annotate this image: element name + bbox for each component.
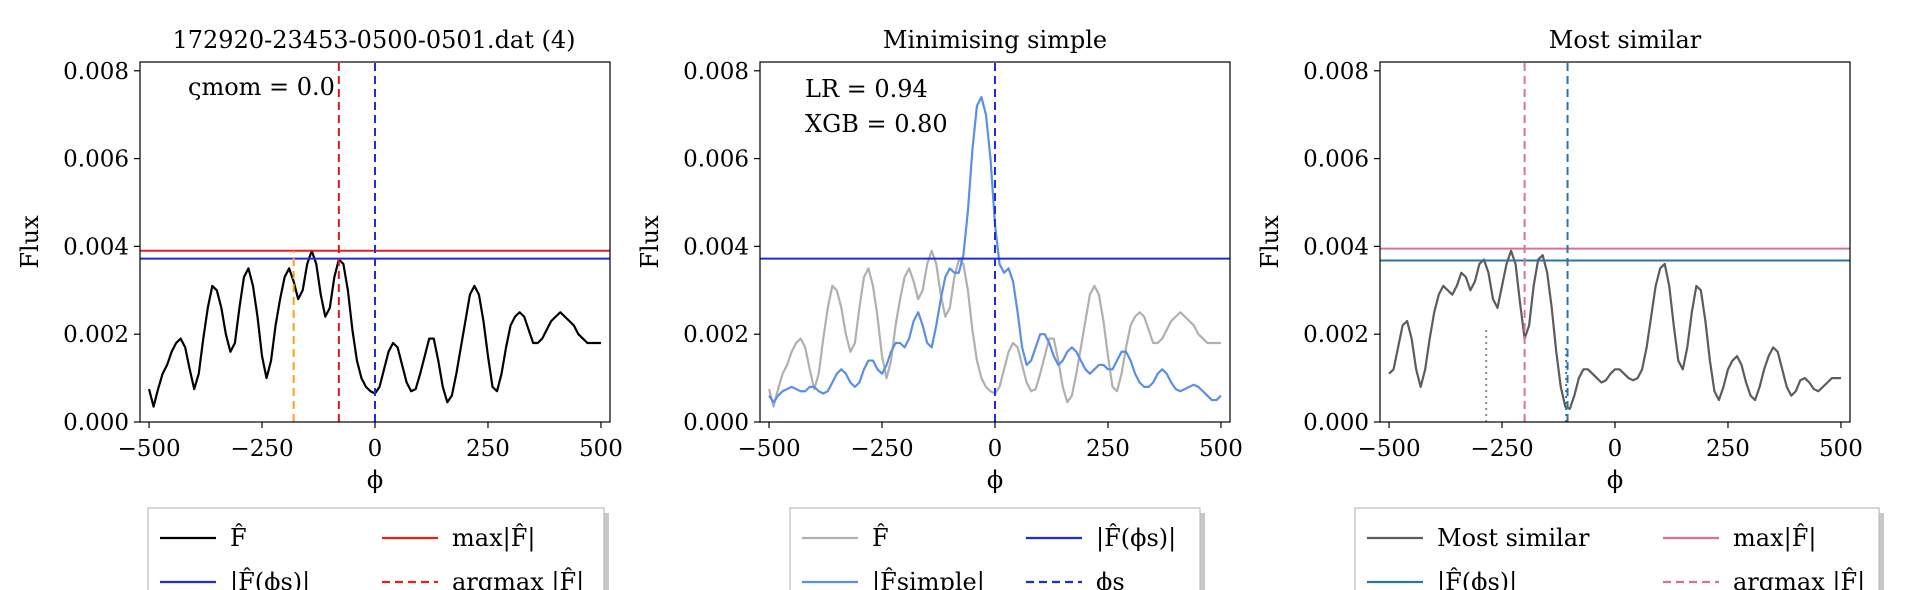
panel-2-legend-label-1: F̂: [872, 524, 889, 552]
panel-2-xtick-label-5: 500: [1199, 436, 1243, 462]
panel-2-ytick-label-1: 0.000: [683, 410, 749, 436]
panel-1-ytick-label-2: 0.002: [63, 322, 129, 348]
panel-2-ytick-label-5: 0.008: [683, 59, 749, 85]
panel-3-xlabel: ϕ: [1607, 466, 1623, 494]
panel-1-plot-area: [140, 62, 610, 422]
panel-3-plot-area: [1380, 62, 1850, 422]
panel-3-xtick-label-5: 500: [1819, 436, 1863, 462]
panel-3-series-1-line: [1388, 249, 1841, 410]
panel-1-legend-frame: [147, 507, 605, 590]
panel-3-legend-label-3: |F̂(ϕs)|: [1437, 568, 1517, 590]
panel-1-legend-label-2: max|F̂|: [452, 524, 535, 553]
panel-3-ytick-label-4: 0.006: [1303, 147, 1369, 173]
panel-3-xtick-label-3: 0: [1608, 436, 1623, 462]
panel-1-xtick-label-4: 250: [466, 436, 510, 462]
panel-2-annotation-lr: LR = 0.94: [805, 75, 928, 103]
panel-1-ytick-label-4: 0.006: [63, 147, 129, 173]
panel-2-xtick-label-1: −500: [737, 436, 800, 462]
panel-3-legend-label-1: Most similar: [1437, 524, 1590, 552]
panel-3-xtick-label-4: 250: [1706, 436, 1750, 462]
panel-1-ytick-label-5: 0.008: [63, 59, 129, 85]
panel-1: 172920-23453-0500-0501.dat (4) ςmom = 0.…: [16, 26, 623, 590]
panel-2-legend-label-4: ϕs: [1096, 568, 1125, 590]
panel-3-legend: Most similar max|F̂| |F̂(ϕs)| argmax |F̂|: [1354, 507, 1884, 590]
panel-3-ytick-label-1: 0.000: [1303, 410, 1369, 436]
panel-3-title: Most similar: [1549, 26, 1702, 54]
panel-3-legend-label-4: argmax |F̂|: [1733, 568, 1865, 590]
panel-1-legend: F̂ max|F̂| |F̂(ϕs)| argmax |F̂|: [147, 507, 609, 590]
panel-2-annotation-xgb: XGB = 0.80: [805, 110, 948, 138]
panel-3-ytick-label-5: 0.008: [1303, 59, 1369, 85]
panel-1-xtick-label-5: 500: [579, 436, 623, 462]
panel-3-legend-label-2: max|F̂|: [1733, 524, 1816, 553]
panel-3: Most similar −500 −250 0 250 500 0.000 0.002 0.…: [1256, 26, 1884, 590]
panel-2-legend-label-3: |F̂simple|: [872, 568, 985, 590]
panel-1-ytick-label-1: 0.000: [63, 410, 129, 436]
panel-2-plot-area: [760, 62, 1230, 422]
panel-2-ytick-label-2: 0.002: [683, 322, 749, 348]
panel-1-xtick-label-2: −250: [230, 436, 293, 462]
panel-1-xtick-label-3: 0: [368, 436, 383, 462]
panel-1-xlabel: ϕ: [367, 466, 383, 494]
panel-3-ytick-label-2: 0.002: [1303, 322, 1369, 348]
panel-2: Minimising simple LR = 0.94 XGB = 0.80 −…: [636, 26, 1243, 590]
panel-3-ylabel: Flux: [1256, 215, 1284, 269]
panel-2-xtick-label-3: 0: [988, 436, 1003, 462]
panel-1-ylabel: Flux: [16, 215, 44, 269]
panel-3-xtick-label-1: −500: [1357, 436, 1420, 462]
panel-2-ytick-label-3: 0.004: [683, 234, 749, 260]
panel-2-title: Minimising simple: [883, 26, 1107, 54]
panel-1-legend-label-3: |F̂(ϕs)|: [230, 568, 310, 590]
panel-1-legend-label-1: F̂: [230, 524, 247, 552]
panel-2-xtick-label-2: −250: [850, 436, 913, 462]
panel-3-ytick-label-3: 0.004: [1303, 234, 1369, 260]
panel-2-xtick-label-4: 250: [1086, 436, 1130, 462]
panel-2-xlabel: ϕ: [987, 466, 1003, 494]
panel-1-xtick-label-1: −500: [117, 436, 180, 462]
panel-3-legend-frame: [1354, 507, 1880, 590]
panel-1-annotation: ςmom = 0.0: [188, 73, 335, 101]
panel-2-ytick-label-4: 0.006: [683, 147, 749, 173]
panel-3-frame: [1379, 61, 1851, 423]
panel-3-xtick-label-2: −250: [1470, 436, 1533, 462]
panel-1-ytick-label-3: 0.004: [63, 234, 129, 260]
panel-2-legend: F̂ |F̂(ϕs)| |F̂simple| ϕs: [789, 507, 1205, 590]
panel-1-legend-label-4: argmax |F̂|: [452, 568, 584, 590]
panel-1-title: 172920-23453-0500-0501.dat (4): [172, 26, 575, 54]
panel-2-legend-frame: [789, 507, 1201, 590]
panel-2-ylabel: Flux: [636, 215, 664, 269]
panel-2-legend-label-2: |F̂(ϕs)|: [1096, 524, 1176, 553]
